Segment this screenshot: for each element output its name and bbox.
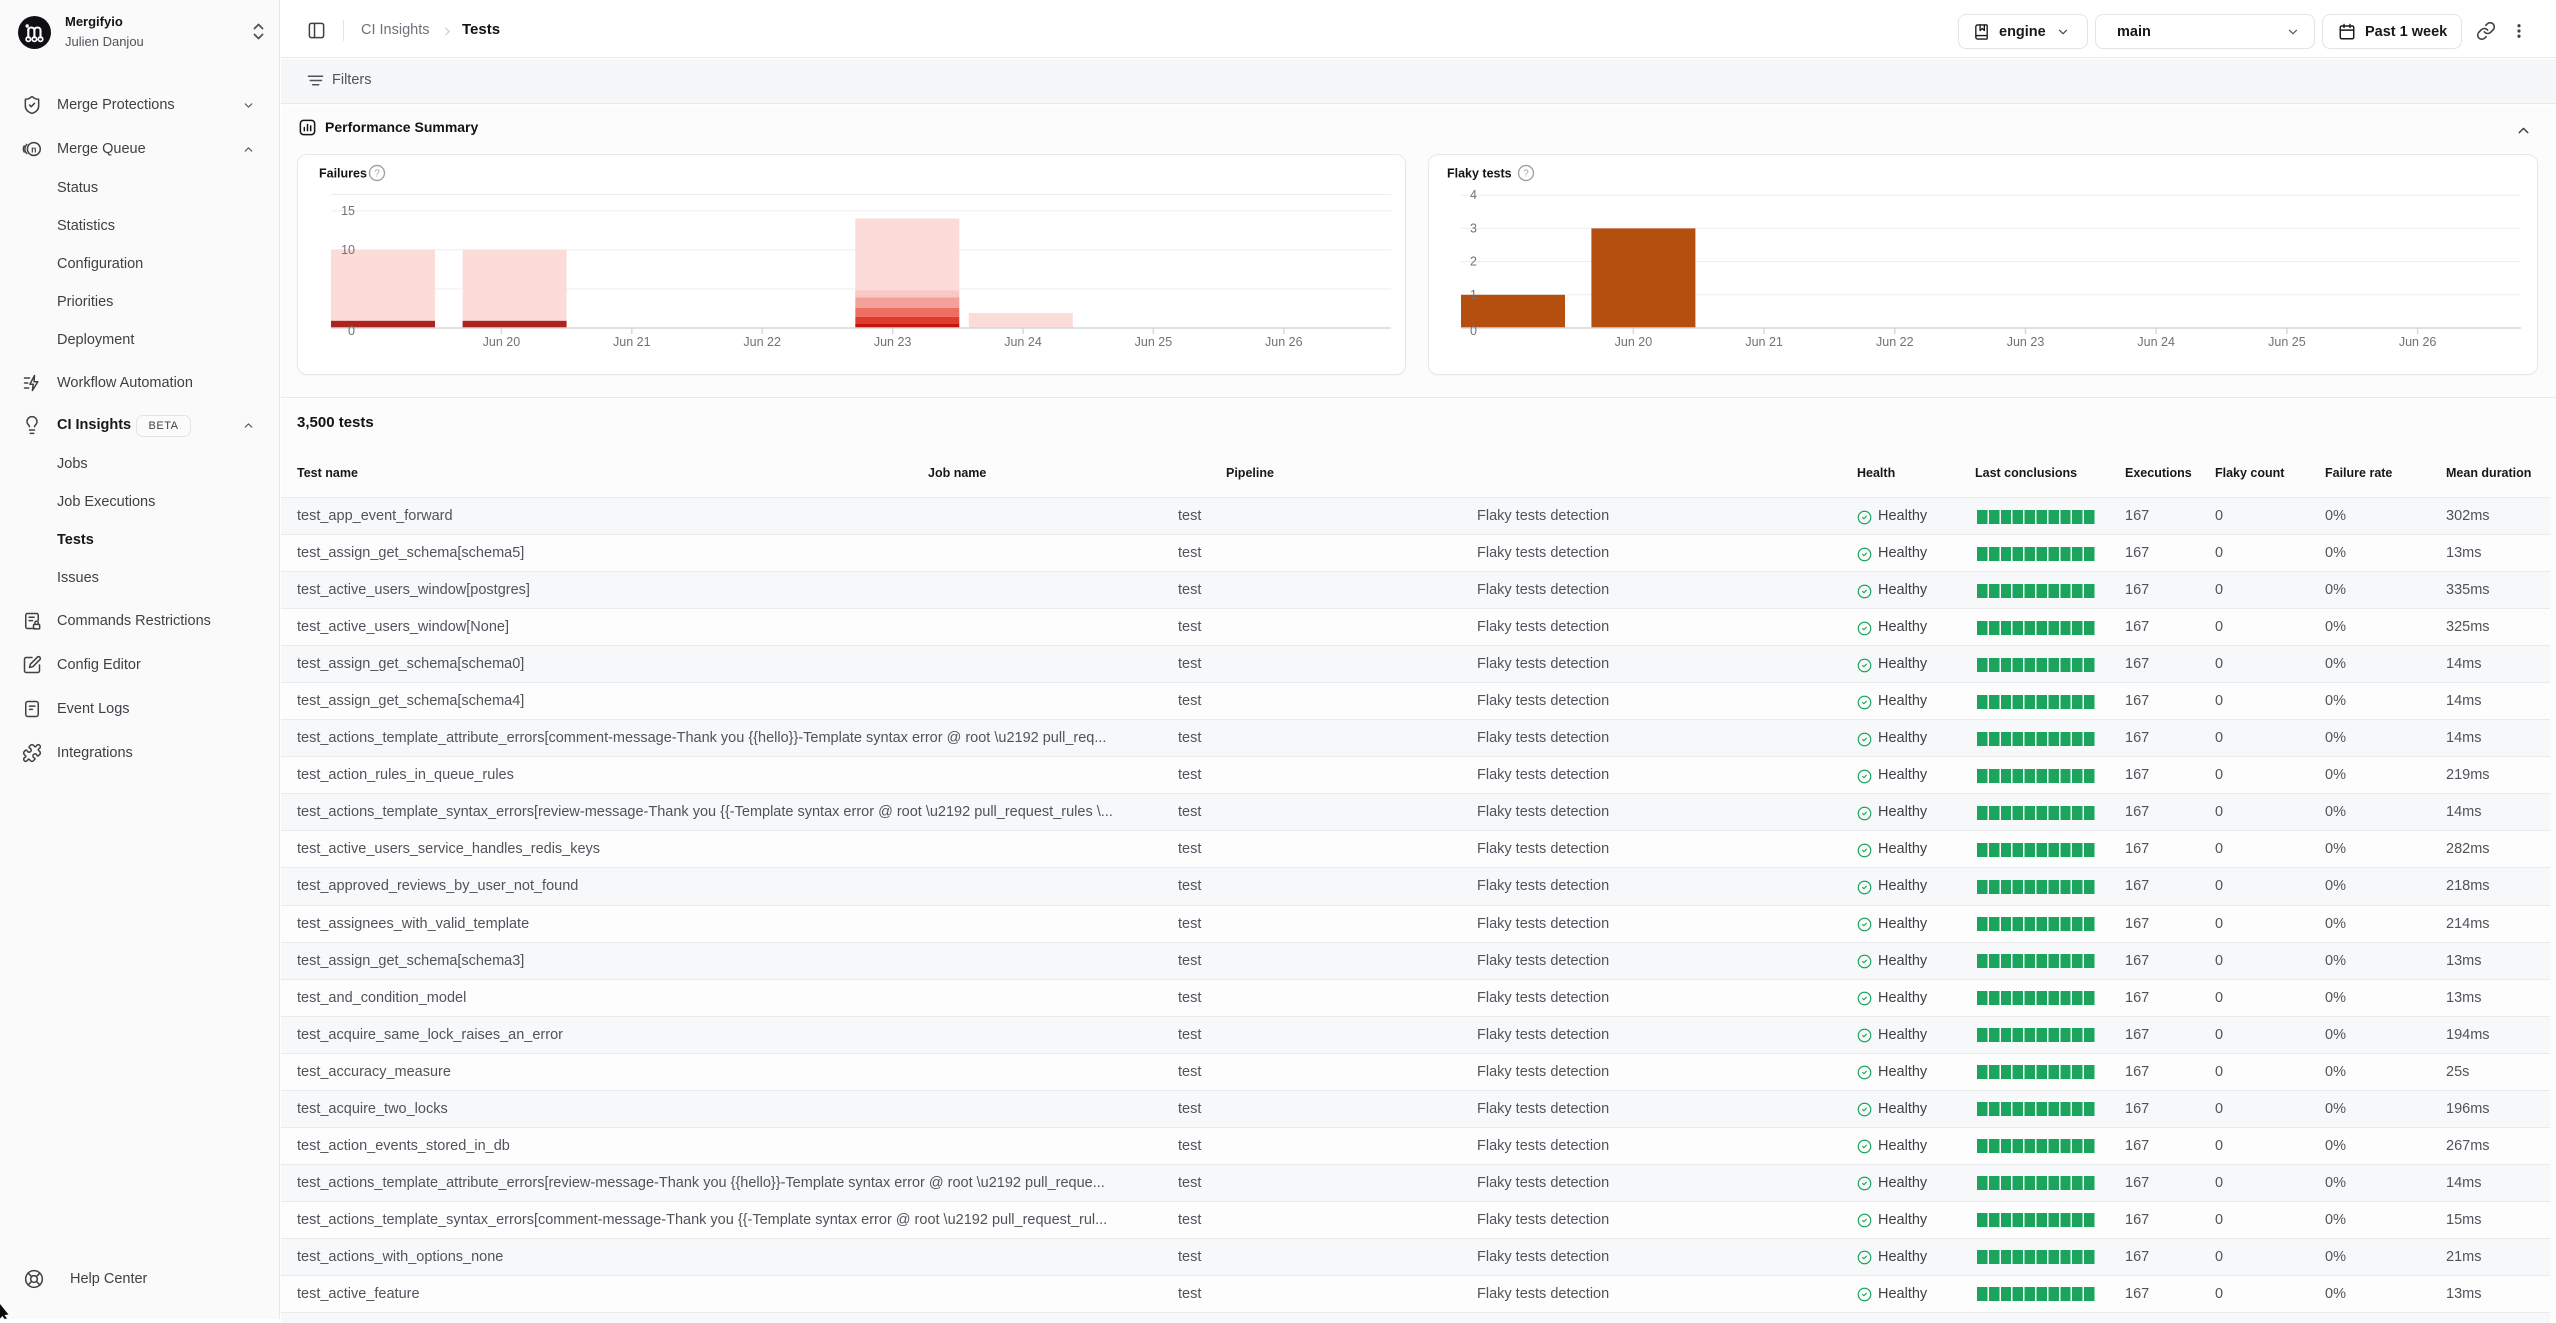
svg-text:Jun 26: Jun 26 <box>1265 335 1303 349</box>
svg-text:Jun 25: Jun 25 <box>1135 335 1173 349</box>
svg-text:2: 2 <box>1470 255 1477 269</box>
svg-text:Jun 21: Jun 21 <box>1745 335 1783 349</box>
svg-text:4: 4 <box>1470 188 1477 202</box>
svg-text:Jun 24: Jun 24 <box>2137 335 2175 349</box>
svg-text:15: 15 <box>341 204 355 218</box>
svg-text:1: 1 <box>1470 288 1477 302</box>
svg-text:?: ? <box>1523 169 1529 180</box>
svg-text:Jun 20: Jun 20 <box>1615 335 1653 349</box>
svg-text:0: 0 <box>1470 324 1477 338</box>
svg-text:0: 0 <box>348 324 355 338</box>
svg-text:Jun 21: Jun 21 <box>613 335 651 349</box>
svg-text:Jun 20: Jun 20 <box>483 335 521 349</box>
svg-text:Jun 22: Jun 22 <box>1876 335 1914 349</box>
svg-text:Jun 23: Jun 23 <box>874 335 912 349</box>
svg-text:Jun 26: Jun 26 <box>2399 335 2437 349</box>
svg-text:Jun 22: Jun 22 <box>743 335 781 349</box>
svg-text:Flaky tests: Flaky tests <box>1447 167 1512 181</box>
svg-text:Failures: Failures <box>319 167 367 181</box>
svg-text:Jun 25: Jun 25 <box>2268 335 2306 349</box>
svg-text:3: 3 <box>1470 221 1477 235</box>
svg-text:Jun 24: Jun 24 <box>1004 335 1042 349</box>
svg-text:?: ? <box>374 169 380 180</box>
svg-text:Jun 23: Jun 23 <box>2007 335 2045 349</box>
svg-text:n: n <box>31 144 36 154</box>
svg-text:10: 10 <box>341 243 355 257</box>
